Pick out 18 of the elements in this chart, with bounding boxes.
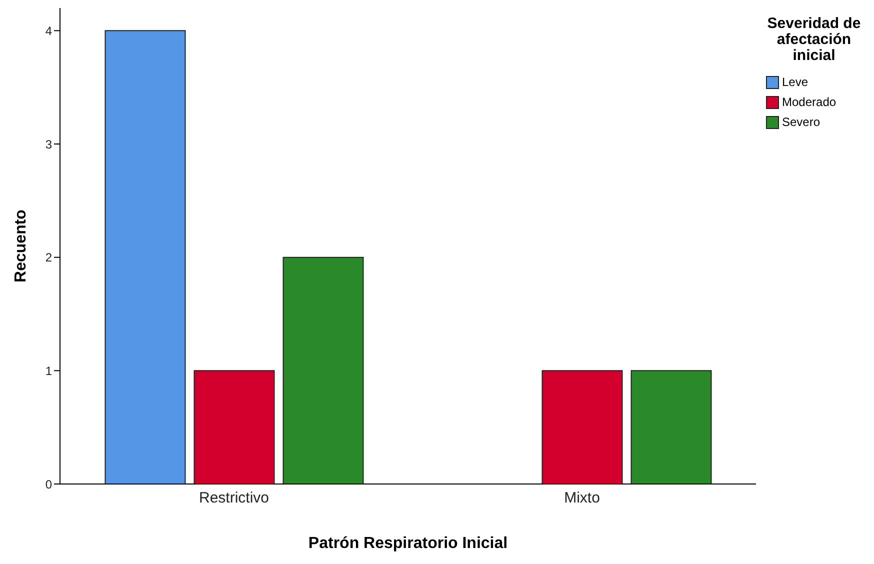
y-tick-label: 3 xyxy=(45,137,52,152)
y-axis-title: Recuento xyxy=(12,209,30,282)
y-tick-label: 4 xyxy=(45,24,52,38)
x-axis-title: Patrón Respiratorio Inicial xyxy=(308,535,508,552)
legend-label: Leve xyxy=(782,75,808,89)
legend-label: Severo xyxy=(782,115,820,129)
bar xyxy=(104,30,186,484)
y-tick-label: 0 xyxy=(45,477,52,492)
bar xyxy=(630,370,712,484)
y-tick-label: 2 xyxy=(45,250,52,265)
bar xyxy=(542,370,623,484)
bar xyxy=(282,256,364,484)
x-tick-label: Restrictivo xyxy=(198,490,270,507)
y-tick-label: 1 xyxy=(45,364,52,378)
x-tick-label: Mixto xyxy=(564,490,600,507)
legend-title: Severidad de afectación inicial xyxy=(766,15,862,64)
bar xyxy=(194,370,275,484)
legend-label: Moderado xyxy=(782,95,836,109)
